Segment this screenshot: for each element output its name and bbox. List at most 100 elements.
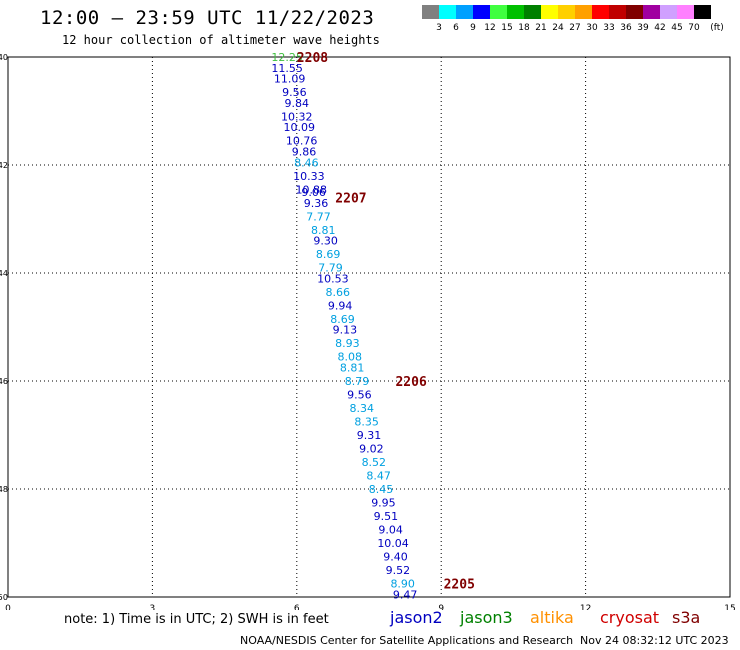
- wave-height-label: 10.32: [281, 110, 313, 123]
- wave-height-label: 10.33: [293, 170, 325, 183]
- wave-height-label: 9.56: [347, 389, 372, 402]
- x-tick-label: 12: [580, 604, 591, 610]
- wave-height-label: 8.45: [369, 483, 394, 496]
- wave-height-label: 8.35: [354, 416, 379, 429]
- color-scale-label: 30: [586, 23, 598, 33]
- color-scale-label: 27: [569, 23, 581, 33]
- color-scale-label: 9: [470, 23, 476, 33]
- color-swatch: [660, 5, 677, 19]
- wave-height-label: 9.36: [304, 197, 329, 210]
- color-swatch: [473, 5, 490, 19]
- wave-height-label: 9.30: [313, 235, 338, 248]
- wave-height-label: 9.52: [386, 564, 411, 577]
- wave-height-label: 8.69: [316, 248, 341, 261]
- satellite-legend-cryosat: cryosat: [600, 608, 660, 627]
- wave-height-label: 8.46: [294, 156, 319, 169]
- satellite-legend-jason2: jason2: [390, 608, 443, 627]
- wave-height-label: 10.53: [317, 272, 349, 285]
- satellite-legend-s3a: s3a: [672, 608, 701, 627]
- color-swatch: [507, 5, 524, 19]
- wave-height-label: 8.90: [390, 578, 415, 591]
- y-tick-label: -46: [0, 377, 8, 386]
- generation-timestamp: Nov 24 08:32:12 UTC 2023: [580, 634, 729, 647]
- wave-height-label: 8.69: [330, 313, 355, 326]
- color-scale-label: 42: [654, 23, 666, 33]
- color-scale-label: 24: [552, 23, 564, 33]
- credit-line: NOAA/NESDIS Center for Satellite Applica…: [240, 634, 574, 647]
- color-swatch: [626, 5, 643, 19]
- color-swatch: [609, 5, 626, 19]
- y-tick-label: -40: [0, 53, 8, 62]
- wave-height-label: 8.81: [311, 224, 336, 237]
- color-swatch: [439, 5, 456, 19]
- wave-height-label: 9.47: [393, 588, 418, 601]
- wave-height-label: 7.79: [318, 262, 343, 275]
- wave-height-label: 9.02: [359, 443, 384, 456]
- wave-height-label: 8.08: [337, 351, 362, 364]
- color-swatch: [677, 5, 694, 19]
- color-scale-label: 12: [484, 23, 496, 33]
- x-tick-label: 15: [724, 604, 735, 610]
- y-tick-label: -48: [0, 485, 8, 494]
- color-swatch: [575, 5, 592, 19]
- footnote: note: 1) Time is in UTC; 2) SWH is in fe…: [64, 612, 329, 627]
- wave-height-label: 10.76: [286, 135, 318, 148]
- satellite-legend-jason3: jason3: [460, 608, 513, 627]
- wave-height-label: 9.94: [328, 299, 353, 312]
- color-swatch: [524, 5, 541, 19]
- wave-height-label: 9.06: [301, 186, 326, 199]
- x-tick-label: 3: [150, 604, 156, 610]
- y-tick-label: -42: [0, 161, 8, 170]
- wave-height-label: 9.13: [333, 324, 358, 337]
- wave-height-label: 7.77: [306, 210, 331, 223]
- color-scale-label: 70: [688, 23, 700, 33]
- chart-title: 12:00 – 23:59 UTC 11/22/2023: [40, 7, 375, 29]
- color-scale-label: 45: [671, 23, 683, 33]
- wave-height-label: 11.55: [271, 62, 303, 75]
- color-swatch: [558, 5, 575, 19]
- plot-frame: [7, 56, 731, 598]
- color-scale-label: 18: [518, 23, 530, 33]
- color-scale-label: 33: [603, 23, 615, 33]
- y-tick-label: -44: [0, 269, 8, 278]
- color-swatch: [643, 5, 660, 19]
- color-scale-label: 3: [436, 23, 442, 33]
- color-scale-label: 39: [637, 23, 649, 33]
- wave-height-label: 9.31: [357, 429, 382, 442]
- satellite-legend-altika: altika: [530, 608, 574, 627]
- x-tick-label: 6: [294, 604, 300, 610]
- wave-height-label: 10.09: [283, 121, 315, 134]
- x-tick-label: 9: [438, 604, 444, 610]
- pass-time-annotation: 2205: [444, 578, 475, 593]
- wave-height-label: 8.81: [340, 362, 365, 375]
- color-swatch: [694, 5, 711, 19]
- color-scale-unit: (ft): [710, 23, 724, 33]
- wave-height-label: 9.95: [371, 497, 396, 510]
- wave-height-label: 9.51: [374, 510, 399, 523]
- wave-height-label: 9.04: [378, 524, 403, 537]
- altimeter-chart: 0 3 6 9 12 15 -40 -42 -44 -46 -48 -50 12.2511.5511.0…: [0, 51, 736, 610]
- color-swatch: [456, 5, 473, 19]
- pass-time-annotation: 2206: [395, 375, 426, 390]
- wave-height-label: 9.56: [282, 86, 307, 99]
- wave-height-label: 8.34: [350, 402, 375, 415]
- wave-height-label: 8.93: [335, 337, 360, 350]
- wave-height-label: 9.86: [292, 146, 317, 159]
- color-scale-label: 21: [535, 23, 547, 33]
- color-swatch: [422, 5, 439, 19]
- wave-height-label: 11.09: [274, 73, 306, 86]
- x-tick-label: 0: [5, 604, 11, 610]
- wave-height-label: 10.04: [377, 537, 409, 550]
- wave-height-label: 8.79: [345, 375, 370, 388]
- wave-height-label: 9.40: [383, 551, 408, 564]
- color-swatch: [490, 5, 507, 19]
- wave-height-label: 8.52: [362, 456, 387, 469]
- color-swatch: [592, 5, 609, 19]
- color-swatch: [541, 5, 558, 19]
- pass-time-annotation: 2207: [335, 191, 366, 206]
- pass-time-annotation: 2208: [297, 51, 328, 66]
- wave-height-label: 12.25: [271, 51, 303, 64]
- y-tick-label: -50: [0, 593, 8, 602]
- chart-subtitle: 12 hour collection of altimeter wave hei…: [62, 33, 380, 47]
- color-scale-label: 6: [453, 23, 459, 33]
